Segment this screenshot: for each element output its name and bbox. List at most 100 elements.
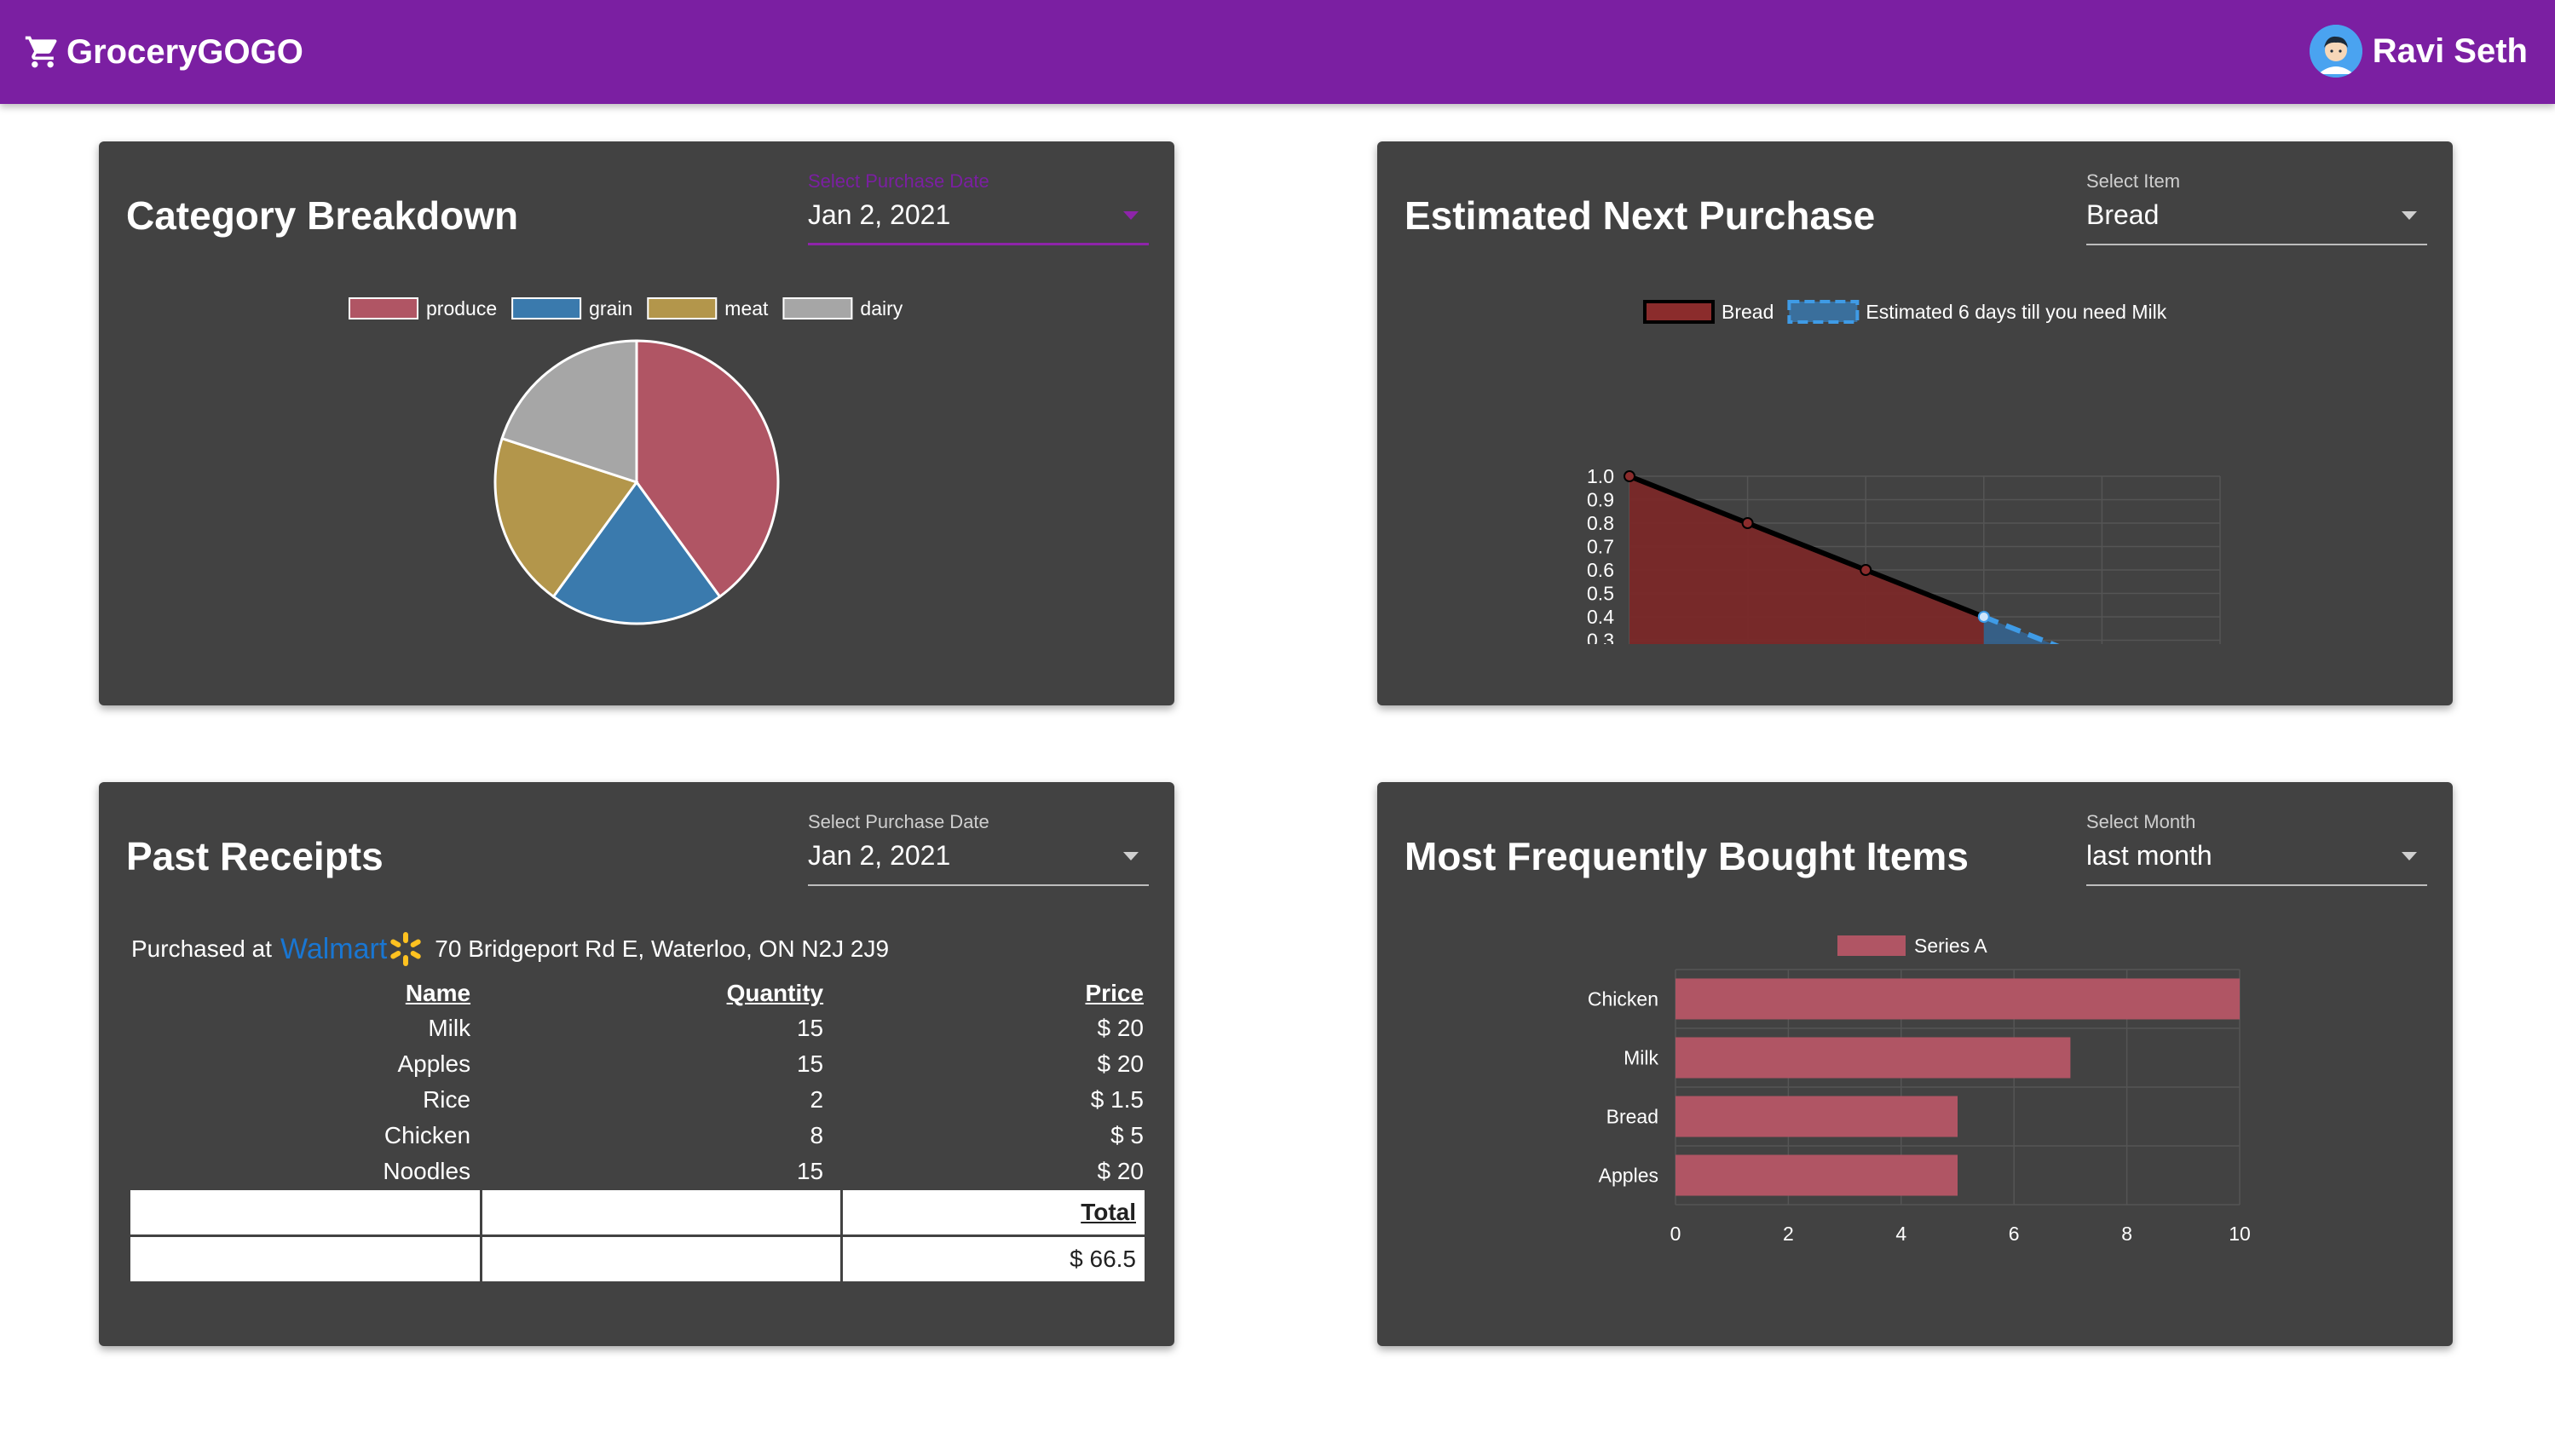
- column-header-name[interactable]: Name: [405, 980, 471, 1006]
- legend-swatch-series-a: [1837, 935, 1906, 956]
- shopping-cart-icon: [25, 36, 57, 68]
- card-title: Estimated Next Purchase: [1404, 193, 1876, 238]
- card-title: Category Breakdown: [126, 193, 519, 238]
- bar-chicken: [1675, 978, 2240, 1020]
- dropdown-arrow-icon: [2402, 852, 2417, 860]
- legend-swatch-dairy: [782, 297, 853, 319]
- select-value: Bread: [2086, 199, 2160, 230]
- legend-label-dairy: dairy: [860, 297, 903, 319]
- point-bread: [1860, 564, 1872, 576]
- dropdown-arrow-icon: [1123, 211, 1139, 220]
- store-address: 70 Bridgeport Rd E, Waterloo, ON N2J 2J9: [435, 935, 890, 962]
- avatar: [2309, 25, 2362, 78]
- line-bread: [1628, 474, 1985, 619]
- table-row: Chicken 8 $ 5: [131, 1118, 1147, 1154]
- column-header-price[interactable]: Price: [1085, 980, 1145, 1006]
- item-name: Milk: [428, 1015, 471, 1041]
- item-quantity: 15: [796, 1158, 824, 1184]
- y-tick-label: 0.7: [1587, 536, 1614, 558]
- totals-table: Total $ 66.5: [128, 1188, 1147, 1284]
- select-label: Select Purchase Date: [808, 811, 989, 832]
- category-pie-chart: produce grain meat dairy: [349, 297, 903, 625]
- bar-bread: [1675, 1096, 1958, 1137]
- purchase-date-select[interactable]: Select Purchase Date Jan 2, 2021: [808, 167, 1149, 245]
- dropdown-arrow-icon: [1123, 852, 1139, 860]
- y-tick-label: 0.3: [1587, 630, 1614, 645]
- legend-label-estimate: Estimated 6 days till you need Milk: [1866, 301, 2166, 323]
- point-bread: [1741, 517, 1754, 529]
- table-row: Milk 15 $ 20: [131, 1010, 1147, 1046]
- point-bread: [1624, 470, 1635, 482]
- item-quantity: 15: [796, 1050, 824, 1077]
- table-header-row: Name Quantity Price: [131, 976, 1147, 1010]
- user-avatar-icon: [2309, 25, 2362, 78]
- legend-swatch-estimate: [1787, 300, 1860, 324]
- select-value: Jan 2, 2021: [808, 199, 951, 230]
- card-title: Past Receipts: [126, 834, 384, 878]
- user-name: Ravi Seth: [2372, 32, 2528, 70]
- estimated-next-purchase-card: Estimated Next Purchase Select Item Brea…: [1377, 141, 2453, 705]
- total-value: $ 66.5: [843, 1237, 1145, 1281]
- table-row: Rice 2 $ 1.5: [131, 1082, 1147, 1118]
- user-menu[interactable]: Ravi Seth: [2309, 24, 2528, 78]
- select-label: Select Month: [2086, 811, 2196, 832]
- walmart-spark-icon: [390, 932, 422, 966]
- pie-slice-produce: [635, 339, 780, 599]
- item-name: Noodles: [383, 1158, 471, 1184]
- item-name: Chicken: [384, 1122, 471, 1148]
- item-select[interactable]: Select Item Bread: [2086, 167, 2427, 245]
- item-quantity: 8: [810, 1122, 824, 1148]
- legend-swatch-grain: [511, 297, 582, 319]
- y-tick-label: Milk: [1624, 1047, 1658, 1069]
- x-tick-label: 0: [1670, 1223, 1681, 1245]
- y-tick-label: Apples: [1599, 1165, 1658, 1187]
- select-label: Select Item: [2086, 170, 2181, 192]
- item-price: $ 5: [1110, 1122, 1144, 1148]
- item-quantity: 15: [796, 1015, 824, 1041]
- purchased-at-label: Purchased at: [131, 935, 272, 962]
- y-tick-label: 0.5: [1587, 583, 1614, 605]
- y-tick-label: 0.6: [1587, 559, 1614, 581]
- brand[interactable]: GroceryGOGO: [24, 27, 303, 77]
- x-tick-label: 6: [2009, 1223, 2020, 1245]
- empty-cell: [482, 1237, 840, 1281]
- column-header-quantity[interactable]: Quantity: [726, 980, 824, 1006]
- y-tick-label: 1.0: [1587, 465, 1614, 487]
- pie-slice-grain: [551, 480, 722, 625]
- item-price: $ 1.5: [1090, 1086, 1144, 1113]
- x-tick-label: 4: [1895, 1223, 1906, 1245]
- purchase-date-select[interactable]: Select Purchase Date Jan 2, 2021: [808, 808, 1149, 886]
- frequent-items-bar-chart: Series A 0 2 4 6 8 10 Chicken Milk Bread Apples: [1588, 935, 2251, 1245]
- y-tick-label: 0.8: [1587, 512, 1614, 534]
- select-label: Select Purchase Date: [808, 170, 989, 192]
- item-price: $ 20: [1097, 1015, 1145, 1041]
- total-label: Total: [843, 1190, 1145, 1234]
- select-value: last month: [2086, 840, 2212, 871]
- legend-swatch-bread: [1643, 300, 1715, 324]
- empty-cell: [482, 1190, 840, 1234]
- table-row: Noodles 15 $ 20: [131, 1154, 1147, 1189]
- next-purchase-area-chart: Bread Estimated 6 days till you need Milk…: [1587, 300, 2221, 645]
- area-bread: [1629, 476, 1984, 644]
- month-select[interactable]: Select Month last month: [2086, 808, 2427, 886]
- legend-swatch-meat: [647, 297, 718, 319]
- y-tick-label: Chicken: [1588, 988, 1658, 1010]
- item-price: $ 20: [1097, 1158, 1145, 1184]
- y-tick-label: Bread: [1606, 1106, 1658, 1128]
- table-row: Apples 15 $ 20: [131, 1046, 1147, 1082]
- point-estimate: [1977, 611, 1990, 623]
- app-bar: GroceryGOGO Ravi Seth: [0, 0, 2555, 104]
- item-name: Rice: [423, 1086, 471, 1113]
- category-breakdown-card: Category Breakdown Select Purchase Date …: [99, 141, 1174, 705]
- item-price: $ 20: [1097, 1050, 1145, 1077]
- x-tick-label: 10: [2229, 1223, 2251, 1245]
- past-receipts-card: Past Receipts Select Purchase Date Jan 2…: [99, 782, 1174, 1346]
- bar-apples: [1675, 1154, 1958, 1196]
- legend-label-bread: Bread: [1722, 301, 1774, 323]
- legend-label-series-a: Series A: [1914, 935, 1987, 957]
- card-title: Most Frequently Bought Items: [1404, 834, 1969, 878]
- x-tick-label: 8: [2121, 1223, 2132, 1245]
- item-name: Apples: [397, 1050, 471, 1077]
- store-info: Purchased at Walmart 70 Bridgeport Rd E,…: [131, 930, 889, 968]
- legend-swatch-produce: [349, 297, 418, 319]
